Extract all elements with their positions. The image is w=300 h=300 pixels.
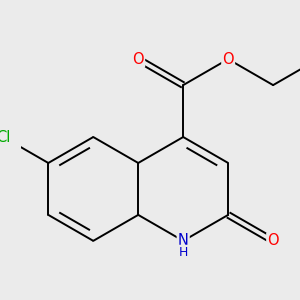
- Text: O: O: [267, 233, 279, 248]
- Text: O: O: [132, 52, 144, 67]
- Text: N: N: [178, 233, 189, 248]
- Text: O: O: [222, 52, 234, 67]
- Text: H: H: [178, 246, 188, 259]
- Text: Cl: Cl: [0, 130, 11, 145]
